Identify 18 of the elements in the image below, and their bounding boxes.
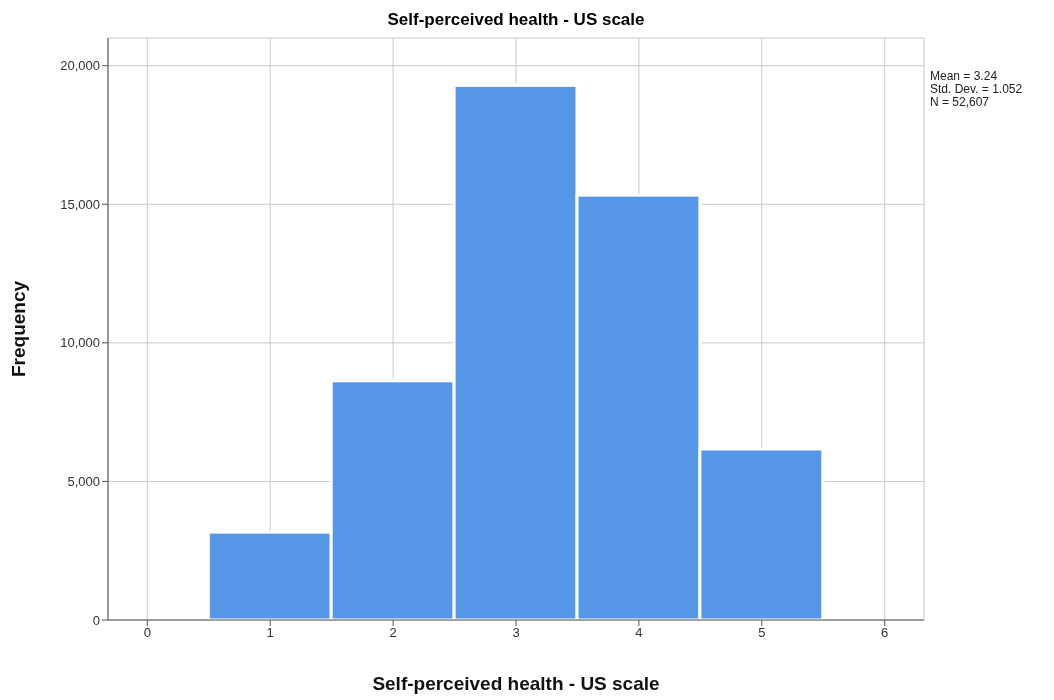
x-tick-label: 3: [512, 625, 520, 641]
x-axis-title: Self-perceived health - US scale: [372, 673, 660, 694]
x-tick-label: 2: [389, 625, 397, 641]
y-tick-label: 15,000: [60, 196, 100, 212]
y-tick-label: 5,000: [67, 474, 100, 490]
y-tick-label: 10,000: [60, 335, 100, 351]
y-axis-title: Frequency: [7, 280, 29, 378]
chart-title: Self-perceived health - US scale: [386, 10, 646, 30]
x-tick-label: 4: [635, 625, 643, 641]
x-tick-label: 0: [143, 625, 151, 641]
x-tick-label: 1: [266, 625, 274, 641]
y-tick-label: 0: [92, 612, 100, 628]
text: Mean = 3.24: [930, 69, 999, 83]
x-tick-label: 5: [758, 625, 766, 641]
y-tick-label: 20,000: [60, 58, 100, 74]
text: Std. Dev. = 1.052: [930, 82, 1023, 96]
text: N = 52,607: [930, 95, 991, 109]
x-tick-label: 6: [881, 625, 889, 641]
